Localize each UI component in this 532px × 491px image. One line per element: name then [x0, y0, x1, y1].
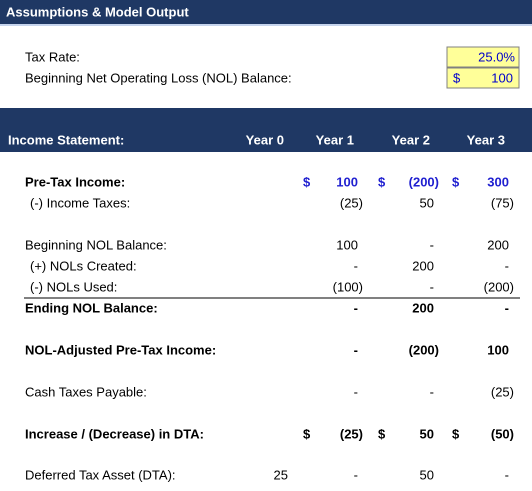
column-header: Year 1 — [316, 132, 354, 147]
row-label: (-) Income Taxes: — [30, 195, 130, 210]
row-label: Cash Taxes Payable: — [25, 384, 147, 399]
cell-value: 50 — [420, 467, 434, 482]
cell-value: 300 — [487, 174, 509, 189]
cell-value: - — [354, 342, 358, 357]
cell-value: 100 — [487, 342, 509, 357]
assumption-value: 100 — [491, 70, 513, 85]
cell-value: (100) — [333, 279, 363, 294]
cell-value: 200 — [487, 237, 509, 252]
currency-sign: $ — [303, 174, 311, 189]
assumption-label: Beginning Net Operating Loss (NOL) Balan… — [25, 70, 292, 85]
row-label: (-) NOLs Used: — [30, 279, 117, 294]
cell-value: - — [354, 258, 358, 273]
cell-value: (25) — [340, 195, 363, 210]
title: Assumptions & Model Output — [6, 4, 189, 19]
row-label: (+) NOLs Created: — [30, 258, 137, 273]
cell-value: - — [505, 258, 509, 273]
assumption-label: Tax Rate: — [25, 49, 80, 64]
cell-value: 100 — [336, 237, 358, 252]
cell-value: - — [505, 467, 509, 482]
assumption-currency: $ — [453, 70, 461, 85]
row-label: Ending NOL Balance: — [25, 300, 158, 315]
currency-sign: $ — [378, 174, 386, 189]
cell-value: 200 — [412, 300, 434, 315]
cell-value: (25) — [340, 426, 363, 441]
row-label: Beginning NOL Balance: — [25, 237, 167, 252]
cell-value: (200) — [484, 279, 514, 294]
currency-sign: $ — [378, 426, 386, 441]
cell-value: - — [354, 300, 358, 315]
cell-value: - — [505, 300, 509, 315]
cell-value: - — [430, 279, 434, 294]
column-header: Year 3 — [467, 132, 505, 147]
cell-value: 100 — [336, 174, 358, 189]
cell-value: (50) — [491, 426, 514, 441]
cell-value: - — [430, 384, 434, 399]
row-label: Increase / (Decrease) in DTA: — [25, 426, 204, 441]
row-label: Pre-Tax Income: — [25, 174, 125, 189]
column-header: Year 2 — [392, 132, 430, 147]
currency-sign: $ — [303, 426, 311, 441]
cell-value: - — [354, 467, 358, 482]
cell-value: 50 — [420, 426, 434, 441]
cell-value: - — [430, 237, 434, 252]
table-header-bar — [0, 108, 532, 152]
column-header: Income Statement: — [8, 132, 124, 147]
input-cell — [446, 67, 520, 89]
currency-sign: $ — [452, 174, 460, 189]
row-label: NOL-Adjusted Pre-Tax Income: — [25, 342, 216, 357]
cell-value: (25) — [491, 384, 514, 399]
assumption-value: 25.0% — [478, 49, 515, 64]
cell-value: 50 — [420, 195, 434, 210]
title-bar — [0, 0, 532, 24]
cell-value: (75) — [491, 195, 514, 210]
cell-value: - — [354, 384, 358, 399]
cell-value: 25 — [274, 467, 288, 482]
cell-value: 200 — [412, 258, 434, 273]
input-cell — [446, 46, 520, 68]
cell-value: (200) — [409, 342, 439, 357]
cell-value: (200) — [409, 174, 439, 189]
column-header: Year 0 — [246, 132, 284, 147]
currency-sign: $ — [452, 426, 460, 441]
row-label: Deferred Tax Asset (DTA): — [25, 467, 176, 482]
